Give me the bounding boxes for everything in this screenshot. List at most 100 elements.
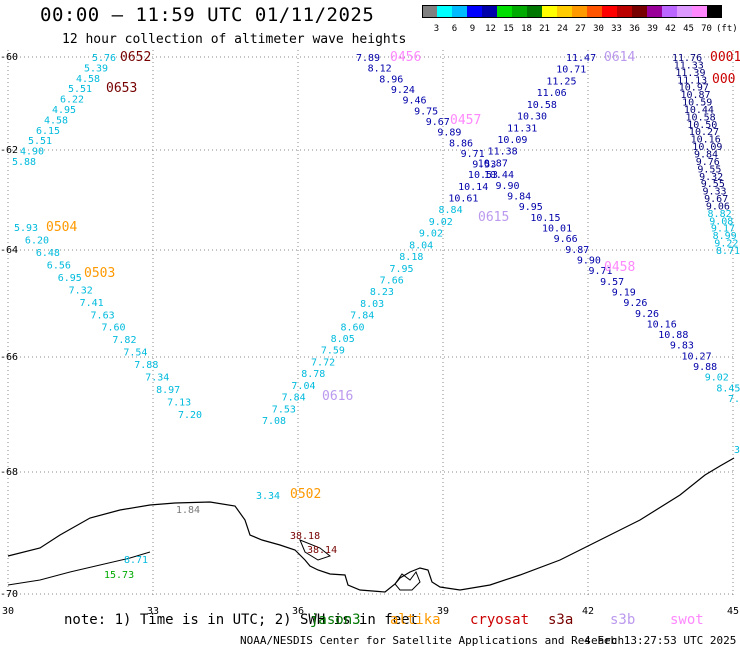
swh-value-label: 10.15 [530, 213, 560, 224]
swh-value-label: 10.71 [556, 65, 586, 76]
swh-value-label: 10.30 [517, 112, 547, 123]
swh-value-label: 9.32 [699, 172, 723, 183]
coast-inlet [394, 570, 421, 591]
swh-value-label: 8.18 [399, 252, 423, 263]
swh-value-label: 11.25 [546, 76, 576, 87]
swh-value-label: 6.56 [47, 260, 71, 271]
legend-swatch [572, 5, 587, 18]
swh-value-label: 7.89 [356, 53, 380, 64]
legend-swatch [542, 5, 557, 18]
swh-value-label: 9.76 [696, 157, 720, 168]
swh-value-label: 5.51 [28, 136, 52, 147]
swh-value-label: 10.58 [686, 112, 716, 123]
swh-value-label: 10.97 [679, 83, 709, 94]
swh-value-label: 8.97 [156, 385, 180, 396]
latitude-label: -60 [0, 52, 18, 63]
swh-value-label: 9.46 [403, 96, 427, 107]
legend-tick-label: 45 [683, 24, 694, 34]
legend-swatch [497, 5, 512, 18]
legend-swatch [422, 5, 437, 18]
swh-value-label: 6.95 [58, 273, 82, 284]
pass-time-label: 000 [712, 72, 735, 87]
swh-value-label: 7.53 [272, 404, 296, 415]
latitude-label: -70 [0, 589, 18, 600]
satellite-label-s3b: s3b [610, 612, 636, 628]
swh-value-label: 10.27 [682, 351, 712, 362]
credit-line: NOAA/NESDIS Center for Satellite Applica… [240, 634, 625, 647]
swh-value-label: 7.04 [291, 381, 315, 392]
swh-value-label: 10.01 [542, 224, 572, 235]
swh-value-label: 9.33 [702, 187, 726, 198]
swh-value-label: 7.08 [262, 416, 286, 427]
pass-time-label: 0615 [478, 210, 509, 225]
legend-swatch [707, 5, 722, 18]
swh-value-label: 11.38 [488, 147, 518, 158]
swh-value-label: 8.60 [340, 322, 364, 333]
satellite-label-cryosat: cryosat [470, 612, 530, 628]
swh-value-label: 10.59 [682, 98, 712, 109]
swh-value-label: 10.50 [687, 120, 717, 131]
legend-swatch [617, 5, 632, 18]
legend-swatch [677, 5, 692, 18]
swh-value-label: 38.18 [290, 531, 320, 542]
swh-value-label: 4.58 [44, 115, 68, 126]
swh-value-label: 8.12 [368, 64, 392, 75]
swh-value-label: 6.15 [36, 126, 60, 137]
legend-tick-label: 27 [575, 24, 586, 34]
swh-value-label: 3 [734, 445, 740, 456]
swh-value-label: 7.82 [112, 335, 136, 346]
swh-value-label: 9.02 [705, 373, 729, 384]
swh-value-label: 7.95 [389, 264, 413, 275]
swh-value-label: 9.24 [391, 85, 415, 96]
swh-value-label: 10.16 [691, 135, 721, 146]
swh-value-label: 4.58 [76, 74, 100, 85]
satellite-label-swot: swot [670, 612, 704, 628]
pass-time-label: 0652 [120, 50, 151, 65]
swh-value-label: 10.58 [527, 100, 557, 111]
satellite-label-jason3: jason3 [310, 612, 361, 628]
swh-value-label: 9.55 [701, 179, 725, 190]
legend-swatch [602, 5, 617, 18]
latitude-label: -64 [0, 245, 18, 256]
ice-shelf-line [7, 551, 151, 586]
page-subtitle: 12 hour collection of altimeter wave hei… [62, 32, 407, 47]
legend-swatch [527, 5, 542, 18]
legend-tick-label: 30 [593, 24, 604, 34]
legend-swatch [692, 5, 707, 18]
swh-value-label: 10.14 [458, 182, 488, 193]
pass-time-label: 0456 [390, 50, 421, 65]
legend-tick-label: 33 [611, 24, 622, 34]
swh-value-label: 6.48 [36, 248, 60, 259]
swh-value-label: 15.73 [104, 570, 134, 581]
swh-value-label: 8.03 [360, 299, 384, 310]
swh-value-label: 7.84 [350, 311, 374, 322]
swh-value-label: 9.67 [426, 117, 450, 128]
longitude-label: 33 [147, 606, 159, 617]
swh-value-label: 9.02 [429, 217, 453, 228]
pass-time-label: 0614 [604, 50, 635, 65]
swh-value-label: 7.32 [69, 285, 93, 296]
legend-tick-label: 3 [433, 24, 440, 34]
swh-value-label: 9.02 [419, 229, 443, 240]
swh-value-label: 7.20 [178, 410, 202, 421]
swh-value-label: 4.90 [20, 147, 44, 158]
swh-value-label: 8.99 [713, 231, 737, 242]
swh-value-label: 11.13 [677, 75, 707, 86]
swh-value-label: 9.17 [711, 224, 735, 235]
satellite-label-altika: altika [390, 612, 441, 628]
swh-value-label: 10.09 [692, 142, 722, 153]
latitude-label: -66 [0, 352, 18, 363]
swh-value-label: 10.61 [448, 194, 478, 205]
swh-value-label: 9.88 [693, 362, 717, 373]
legend-tick-label: 21 [539, 24, 550, 34]
legend-tick-label: 36 [629, 24, 640, 34]
swh-value-label: 9.89 [437, 128, 461, 139]
legend-swatch [467, 5, 482, 18]
swh-value-label: 1.84 [176, 505, 200, 516]
swh-value-label: 7.72 [311, 357, 335, 368]
swh-value-label: 9.95 [519, 202, 543, 213]
legend-tick-label: 42 [665, 24, 676, 34]
swh-value-label: 11.47 [566, 53, 596, 64]
pass-time-label: 0502 [290, 487, 321, 502]
legend-tick-label: 18 [521, 24, 532, 34]
